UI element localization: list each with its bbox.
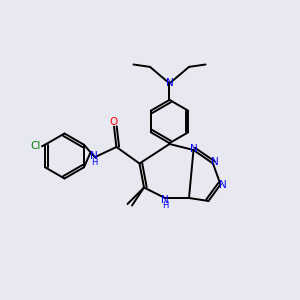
- Text: N: N: [211, 157, 218, 167]
- Text: O: O: [110, 117, 118, 127]
- Text: Cl: Cl: [30, 141, 40, 151]
- Text: N: N: [190, 143, 197, 154]
- Text: N: N: [166, 78, 173, 88]
- Text: N: N: [219, 179, 227, 190]
- Text: H: H: [91, 158, 98, 167]
- Text: N: N: [161, 195, 169, 206]
- Text: N: N: [90, 151, 98, 161]
- Text: H: H: [162, 201, 168, 210]
